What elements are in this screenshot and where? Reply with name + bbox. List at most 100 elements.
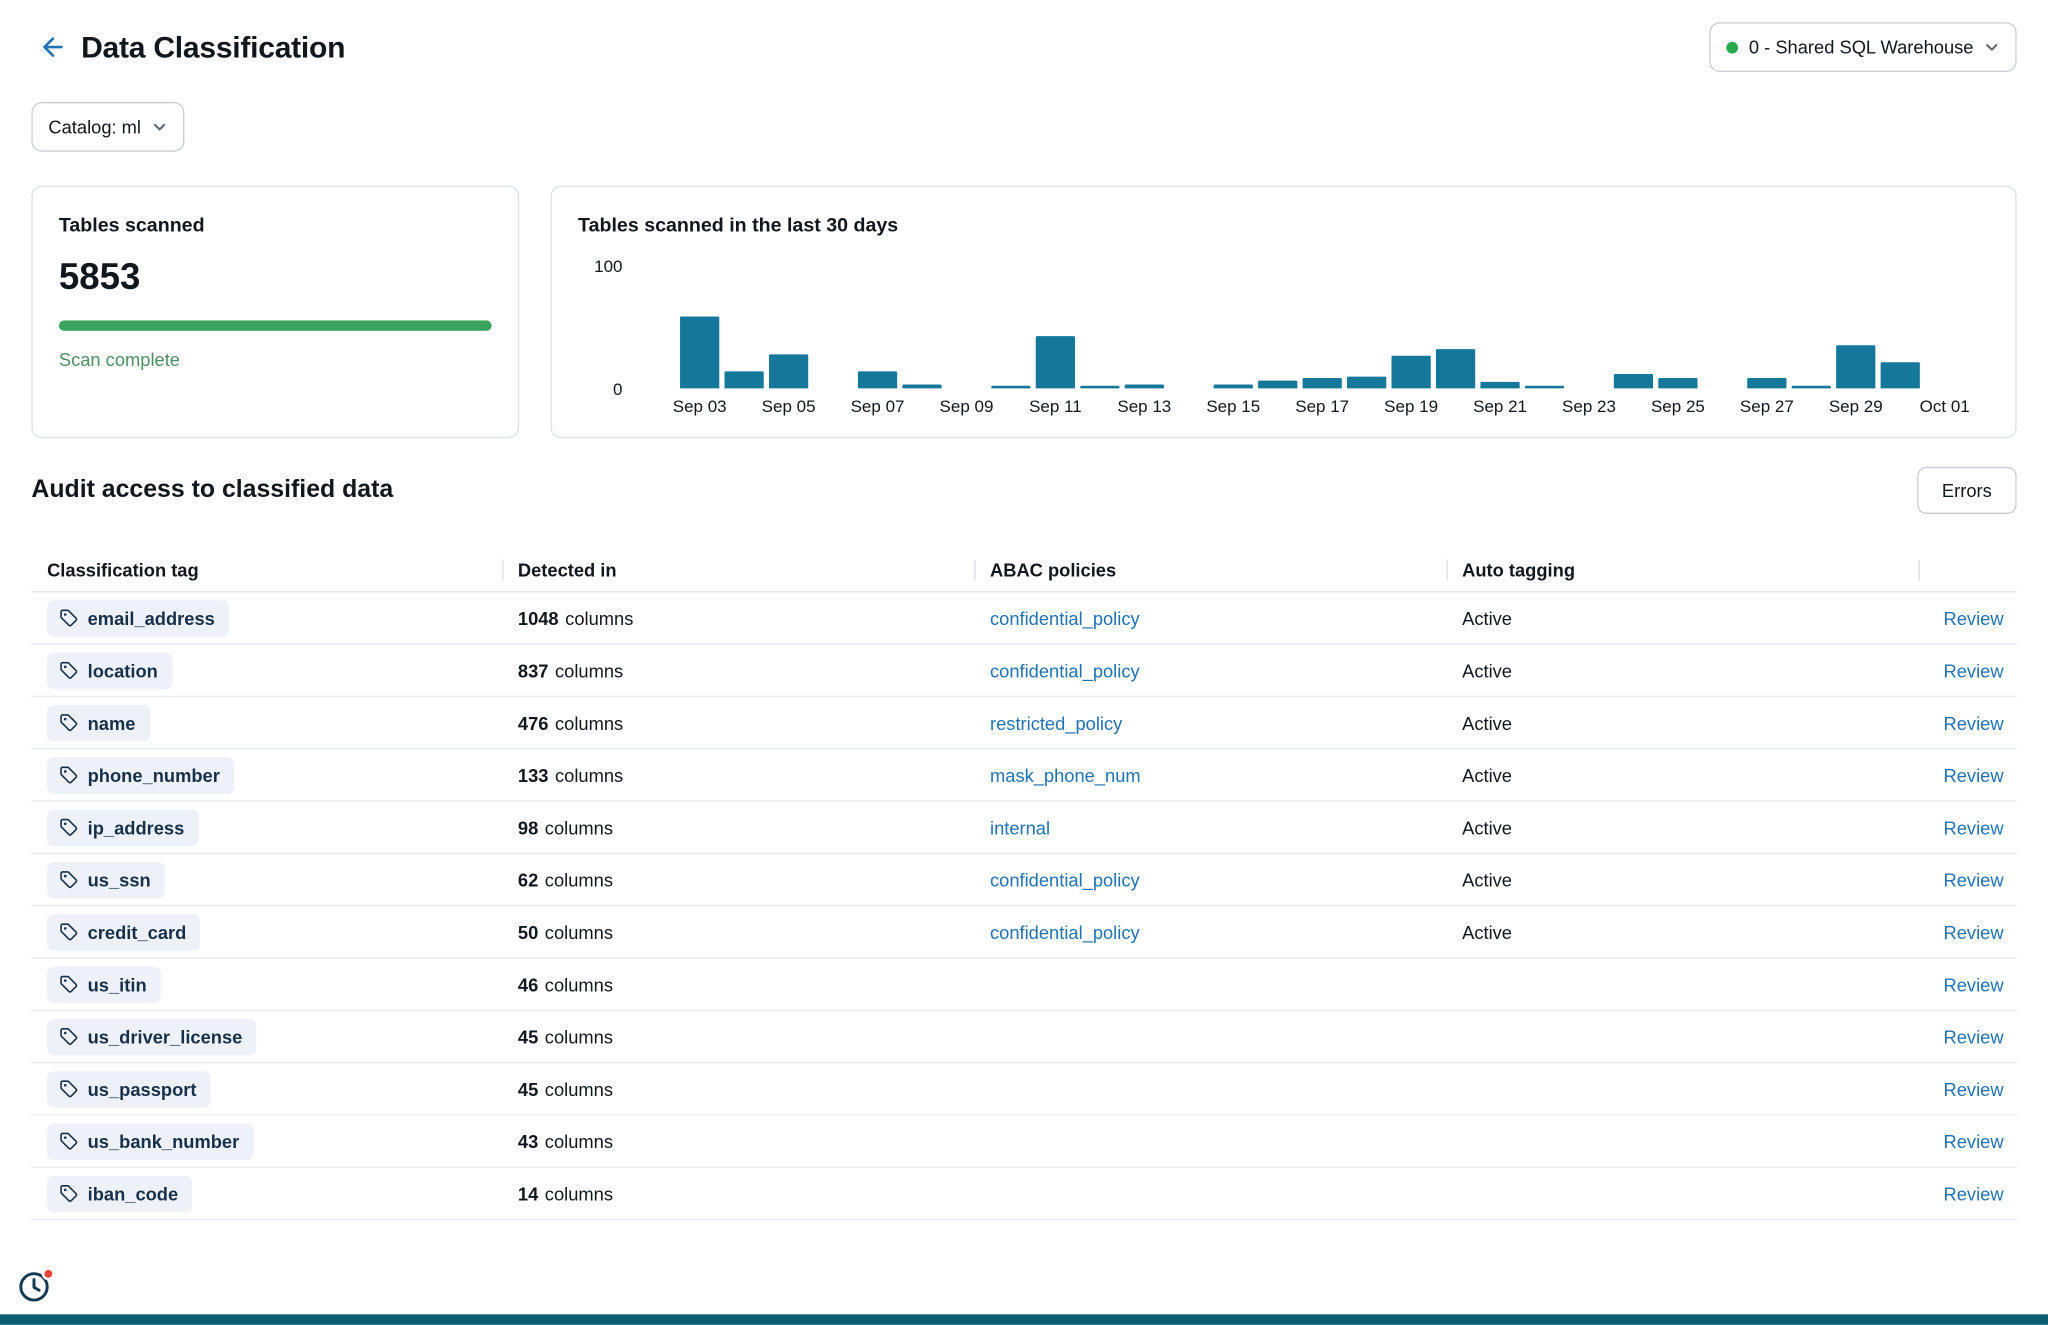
review-link[interactable]: Review bbox=[1943, 659, 2004, 681]
classification-tag-label: ip_address bbox=[87, 816, 185, 838]
chevron-down-icon bbox=[153, 123, 165, 131]
classification-tag-chip[interactable]: email_address bbox=[47, 599, 230, 637]
review-link[interactable]: Review bbox=[1943, 1078, 2004, 1100]
chart-bar-slot bbox=[811, 265, 855, 388]
x-axis-tick-label: Sep 17 bbox=[1295, 396, 1350, 416]
tag-icon bbox=[60, 1028, 78, 1046]
classification-tag-chip[interactable]: location bbox=[47, 651, 173, 689]
abac-policy-link[interactable]: restricted_policy bbox=[990, 712, 1123, 734]
tag-icon bbox=[60, 1080, 78, 1098]
classification-tag-chip[interactable]: us_passport bbox=[47, 1070, 211, 1108]
classification-tag-label: name bbox=[87, 712, 136, 734]
classification-tag-chip[interactable]: us_bank_number bbox=[47, 1122, 254, 1160]
chart-bar-sep-18 bbox=[1347, 376, 1387, 389]
x-axis-tick-label: Sep 09 bbox=[939, 396, 994, 416]
classification-tag-chip[interactable]: us_itin bbox=[47, 965, 162, 1003]
chart-bar-sep-29 bbox=[1836, 345, 1876, 389]
audit-section-header: Audit access to classified data Errors bbox=[31, 466, 2017, 514]
review-link[interactable]: Review bbox=[1943, 921, 2004, 943]
tag-icon bbox=[60, 975, 78, 993]
detected-count: 14 bbox=[517, 1182, 539, 1204]
chart-bar-slot bbox=[1255, 265, 1299, 389]
detected-count: 1048 bbox=[517, 607, 559, 629]
history-button[interactable] bbox=[17, 1267, 55, 1304]
abac-policy-link[interactable]: confidential_policy bbox=[990, 869, 1140, 890]
x-axis-tick-label: Sep 27 bbox=[1739, 396, 1794, 416]
detected-unit: columns bbox=[554, 712, 624, 734]
x-axis-tick-label: Sep 23 bbox=[1562, 396, 1616, 416]
table-row: us_bank_number 43 columns Review bbox=[31, 1116, 2017, 1168]
audit-section-title: Audit access to classified data bbox=[31, 476, 394, 504]
review-link[interactable]: Review bbox=[1943, 869, 2004, 890]
table-row: us_ssn 62 columns confidential_policy Active… bbox=[31, 854, 2017, 907]
classification-tag-chip[interactable]: ip_address bbox=[47, 808, 199, 846]
warehouse-selector[interactable]: 0 - Shared SQL Warehouse bbox=[1709, 22, 2017, 72]
x-axis-tick-label: Sep 19 bbox=[1384, 396, 1439, 416]
detected-count: 46 bbox=[517, 973, 539, 995]
catalog-filter[interactable]: Catalog: ml bbox=[31, 102, 185, 152]
chart-bar-sep-17 bbox=[1302, 378, 1342, 389]
review-link[interactable]: Review bbox=[1943, 816, 2004, 838]
table-row: name 476 columns restricted_policy Active Rev… bbox=[31, 697, 2017, 750]
summary-cards-row: Tables scanned 5853 Scan complete Tables… bbox=[31, 185, 2017, 439]
chart-bar-slot bbox=[766, 265, 810, 389]
chart-bar-sep-28 bbox=[1791, 385, 1831, 389]
scan-progress-fill bbox=[58, 320, 492, 331]
table-row: credit_card 50 columns confidential_policy A… bbox=[31, 906, 2017, 959]
chart-bar-slot bbox=[1656, 265, 1700, 389]
chart-bar-slot bbox=[1611, 265, 1655, 389]
classification-tag-chip[interactable]: us_driver_license bbox=[47, 1018, 257, 1055]
table-row: phone_number 133 columns mask_phone_num Acti… bbox=[31, 749, 2017, 802]
chart-bar-sep-24 bbox=[1613, 373, 1654, 389]
detected-count: 98 bbox=[517, 816, 539, 838]
classification-tag-chip[interactable]: name bbox=[47, 704, 150, 741]
x-axis-tick-label: Sep 07 bbox=[850, 396, 905, 416]
tag-icon bbox=[60, 871, 78, 889]
chart-bar-sep-04 bbox=[724, 371, 764, 389]
review-link[interactable]: Review bbox=[1943, 764, 2004, 786]
review-link[interactable]: Review bbox=[1943, 973, 2004, 995]
chart-bar-sep-25 bbox=[1658, 378, 1698, 389]
abac-policy-link[interactable]: confidential_policy bbox=[990, 921, 1140, 943]
catalog-filter-label: Catalog: ml bbox=[48, 116, 141, 138]
review-link[interactable]: Review bbox=[1943, 1182, 2004, 1204]
x-axis-tick-label: Sep 03 bbox=[672, 396, 727, 416]
warehouse-status-dot bbox=[1726, 41, 1739, 53]
chart-title: Tables scanned in the last 30 days bbox=[578, 214, 899, 237]
classification-tag-label: us_bank_number bbox=[87, 1130, 240, 1152]
review-link[interactable]: Review bbox=[1943, 712, 2004, 734]
chart-bar-slot bbox=[1878, 265, 1922, 389]
chart-bar-slot bbox=[1478, 265, 1522, 389]
auto-tagging-status: Active bbox=[1462, 607, 1512, 629]
detected-unit: columns bbox=[554, 764, 624, 786]
chart-bar-sep-11 bbox=[1035, 335, 1076, 389]
chart-bar-slot bbox=[1745, 265, 1789, 389]
scan-history-bar-chart: 100 0 Sep 03 Sep 05 Sep 07 Sep 09 Sep 11 Sep … bbox=[578, 256, 1989, 419]
back-button[interactable] bbox=[31, 27, 70, 66]
tables-scanned-card: Tables scanned 5853 Scan complete bbox=[31, 185, 520, 439]
notification-dot bbox=[41, 1267, 55, 1281]
review-link[interactable]: Review bbox=[1943, 607, 2004, 629]
detected-count: 837 bbox=[517, 659, 549, 681]
classification-tag-label: us_itin bbox=[87, 973, 147, 995]
review-link[interactable]: Review bbox=[1943, 1025, 2004, 1047]
classification-tag-chip[interactable]: us_ssn bbox=[47, 861, 166, 898]
detected-unit: columns bbox=[544, 1182, 613, 1204]
chart-bar-sep-08 bbox=[902, 384, 942, 389]
abac-policy-link[interactable]: confidential_policy bbox=[990, 659, 1140, 681]
abac-policy-link[interactable]: confidential_policy bbox=[990, 607, 1140, 629]
abac-policy-link[interactable]: internal bbox=[990, 816, 1051, 838]
errors-button[interactable]: Errors bbox=[1917, 466, 2017, 514]
col-header-classification-tag: Classification tag bbox=[47, 559, 199, 581]
classification-tag-chip[interactable]: phone_number bbox=[47, 756, 235, 794]
detected-unit: columns bbox=[544, 869, 613, 890]
classification-tag-chip[interactable]: iban_code bbox=[47, 1175, 193, 1212]
classification-tag-chip[interactable]: credit_card bbox=[47, 913, 201, 951]
review-link[interactable]: Review bbox=[1943, 1130, 2004, 1152]
table-row: email_address 1048 columns confidential_pol… bbox=[31, 592, 2017, 645]
tag-icon bbox=[60, 661, 78, 679]
chart-bar-sep-16 bbox=[1258, 381, 1298, 389]
classification-tag-label: credit_card bbox=[87, 921, 187, 943]
chart-bar-slot bbox=[677, 265, 721, 389]
abac-policy-link[interactable]: mask_phone_num bbox=[990, 764, 1141, 786]
